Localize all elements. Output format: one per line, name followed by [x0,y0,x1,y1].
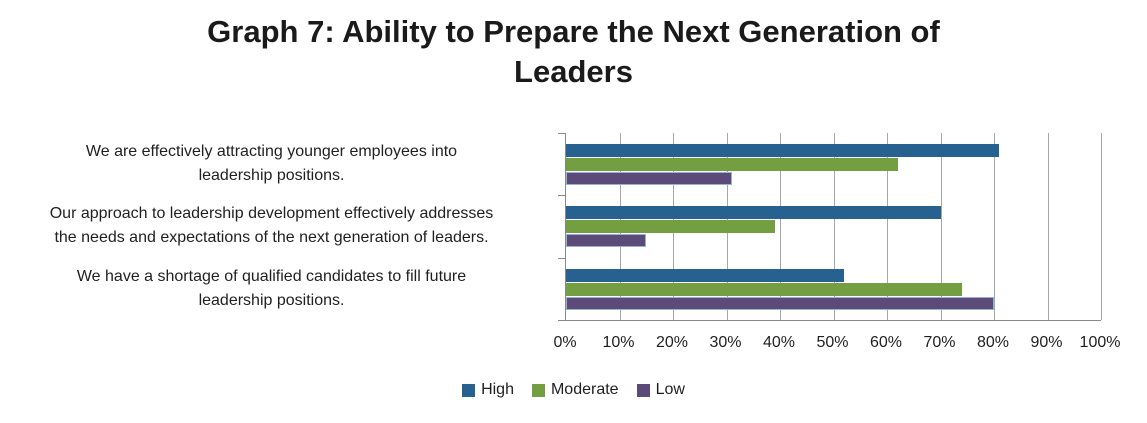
x-axis-label: 90% [1030,334,1063,351]
bar-low-2 [566,296,994,310]
x-axis-label: 80% [976,334,1010,351]
y-axis-tick [558,195,566,196]
bar-moderate-0 [566,158,898,171]
category-label-line: leadership positions. [198,167,345,185]
y-axis-labels: We are effectively attracting younger em… [0,133,553,320]
gridline [1047,133,1049,320]
bar-low-1 [566,234,647,248]
category-label-line: Our approach to leadership development e… [49,205,494,223]
gridline [833,133,835,320]
legend-label: Low [655,381,685,398]
legend: High Moderate Low [0,381,1147,399]
category-label-line: We are effectively attracting younger em… [85,143,458,161]
legend-swatch-moderate [531,383,545,397]
x-axis-label: 30% [709,334,742,351]
chart-title-line1: Graph 7: Ability to Prepare the Next Gen… [207,14,940,49]
bar-high-0 [566,144,1000,157]
x-axis-label: 20% [655,334,689,351]
x-axis-label: 10% [602,334,635,351]
gridline [780,133,781,320]
x-axis-label: 100% [1079,334,1121,351]
category-label: We have a shortage of qualified candidat… [0,258,553,320]
x-axis-labels: 0% 10% 20% 30% 40% 50% 60% 70% 80% 90% 100% [553,334,1120,356]
legend-label: High [481,381,514,398]
legend-swatch-low [636,383,650,397]
category-label-line: We have a shortage of qualified candidat… [76,267,467,285]
plot-area [558,133,1102,321]
gridline [940,133,942,320]
category-label: We are effectively attracting younger em… [0,133,553,195]
bar-moderate-1 [566,220,775,234]
x-axis-label: 60% [869,334,903,351]
legend-item-moderate: Moderate [531,381,619,399]
category-label-line: leadership positions. [198,291,345,309]
y-axis-tick [558,258,566,259]
legend-item-high: High [462,381,514,399]
x-axis-label: 70% [923,334,956,351]
gridline [1101,133,1102,320]
gridline [887,133,888,320]
chart-title: Graph 7: Ability to Prepare the Next Gen… [0,12,1147,92]
gridline [994,133,995,320]
bar-low-0 [566,172,732,185]
x-axis-label: 40% [762,334,796,351]
x-axis-label: 0% [553,334,577,351]
bar-moderate-2 [566,282,962,296]
category-label-line: the needs and expectations of the next g… [54,229,489,247]
legend-label: Moderate [550,381,619,398]
legend-item-low: Low [636,381,685,399]
category-label: Our approach to leadership development e… [0,195,553,257]
chart-title-line2: Leaders [514,54,633,89]
x-axis-label: 50% [816,334,849,351]
y-axis-tick [558,320,566,321]
legend-swatch-high [462,383,476,397]
bar-high-1 [566,206,941,220]
bar-high-2 [566,268,845,282]
y-axis-tick [558,133,566,134]
